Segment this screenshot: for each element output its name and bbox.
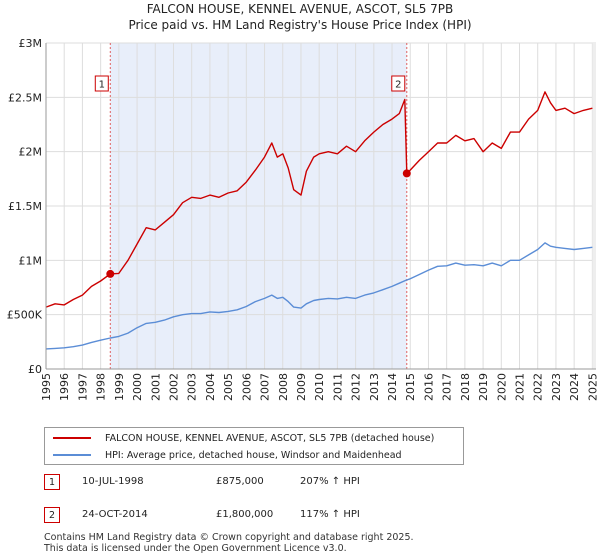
legend-label: HPI: Average price, detached house, Wind…: [105, 449, 402, 461]
x-tick-label: 2003: [186, 373, 199, 401]
series-line-property: [45, 91, 593, 308]
x-tick-label: 2008: [277, 373, 290, 401]
x-tick-label: 1996: [58, 373, 71, 401]
y-tick-label: £2M: [19, 146, 43, 159]
x-tick-label: 2007: [259, 373, 272, 401]
chart-subtitle: Price paid vs. HM Land Registry's House …: [128, 18, 471, 32]
x-tick-label: 2013: [368, 373, 381, 401]
x-tick-label: 1999: [113, 373, 126, 401]
legend-label: FALCON HOUSE, KENNEL AVENUE, ASCOT, SL5 …: [105, 432, 435, 444]
x-tick-label: 2012: [350, 373, 363, 401]
sale-row: 1 10-JUL-1998 £875,000 207% ↑ HPI: [44, 474, 584, 494]
legend-item-hpi: HPI: Average price, detached house, Wind…: [53, 447, 402, 463]
sale-point: [106, 269, 115, 278]
x-tick-label: 2009: [295, 373, 308, 401]
x-tick-label: 2002: [167, 373, 180, 401]
sale-hpi-change: 117% ↑ HPI: [300, 509, 360, 520]
x-tick-label: 2010: [313, 373, 326, 401]
x-tick-label: 1997: [76, 373, 89, 401]
y-tick-label: £3M: [19, 37, 43, 50]
x-tick-label: 2016: [422, 373, 435, 401]
x-tick-label: 2005: [222, 373, 235, 401]
sale-label-box: [94, 75, 109, 92]
footer: Contains HM Land Registry data © Crown c…: [44, 532, 414, 554]
footer-copyright: Contains HM Land Registry data © Crown c…: [44, 532, 414, 543]
future-region: [592, 43, 596, 369]
legend-item-property: FALCON HOUSE, KENNEL AVENUE, ASCOT, SL5 …: [53, 430, 434, 446]
chart-title: FALCON HOUSE, KENNEL AVENUE, ASCOT, SL5 …: [147, 2, 454, 16]
x-tick-label: 2025: [586, 373, 599, 401]
series-line-hpi: [45, 242, 593, 350]
legend-swatch-red: [53, 437, 91, 439]
sale-point: [402, 169, 411, 178]
legend: FALCON HOUSE, KENNEL AVENUE, ASCOT, SL5 …: [44, 427, 464, 465]
x-tick-label: 2024: [568, 373, 581, 401]
price-chart: FALCON HOUSE, KENNEL AVENUE, ASCOT, SL5 …: [7, 2, 600, 401]
y-tick-label: £500K: [7, 309, 43, 322]
sale-number-badge: 1: [44, 474, 60, 490]
x-tick-label: 2000: [131, 373, 144, 401]
x-tick-label: 2001: [149, 373, 162, 401]
x-tick-label: 2021: [514, 373, 527, 401]
sale-date: 24-OCT-2014: [82, 509, 148, 520]
x-tick-label: 1995: [40, 373, 53, 401]
x-tick-label: 2017: [441, 373, 454, 401]
y-tick-label: £2.5M: [8, 91, 42, 104]
x-tick-label: 1998: [95, 373, 108, 401]
legend-swatch-blue: [53, 454, 91, 456]
footer-licence: This data is licensed under the Open Gov…: [44, 543, 347, 554]
sale-hpi-change: 207% ↑ HPI: [300, 476, 360, 487]
x-tick-label: 2022: [532, 373, 545, 401]
x-tick-label: 2023: [550, 373, 563, 401]
x-tick-label: 2006: [240, 373, 253, 401]
x-tick-label: 2018: [459, 373, 472, 401]
sale-label: 2: [395, 80, 401, 91]
x-tick-label: 2014: [386, 373, 399, 401]
y-tick-label: £0: [28, 363, 42, 376]
y-tick-label: £1M: [19, 254, 43, 267]
sale-row: 2 24-OCT-2014 £1,800,000 117% ↑ HPI: [44, 507, 584, 527]
x-tick-label: 2020: [495, 373, 508, 401]
x-tick-label: 2004: [204, 373, 217, 401]
sale-number-badge: 2: [44, 507, 60, 523]
sale-date: 10-JUL-1998: [82, 476, 144, 487]
x-tick-label: 2011: [331, 373, 344, 401]
sale-price: £1,800,000: [216, 509, 274, 520]
sale-label: 1: [99, 80, 105, 91]
sale-price: £875,000: [216, 476, 264, 487]
x-tick-label: 2019: [477, 373, 490, 401]
y-tick-label: £1.5M: [8, 200, 42, 213]
sale-label-box: [391, 75, 406, 92]
x-tick-label: 2015: [404, 373, 417, 401]
